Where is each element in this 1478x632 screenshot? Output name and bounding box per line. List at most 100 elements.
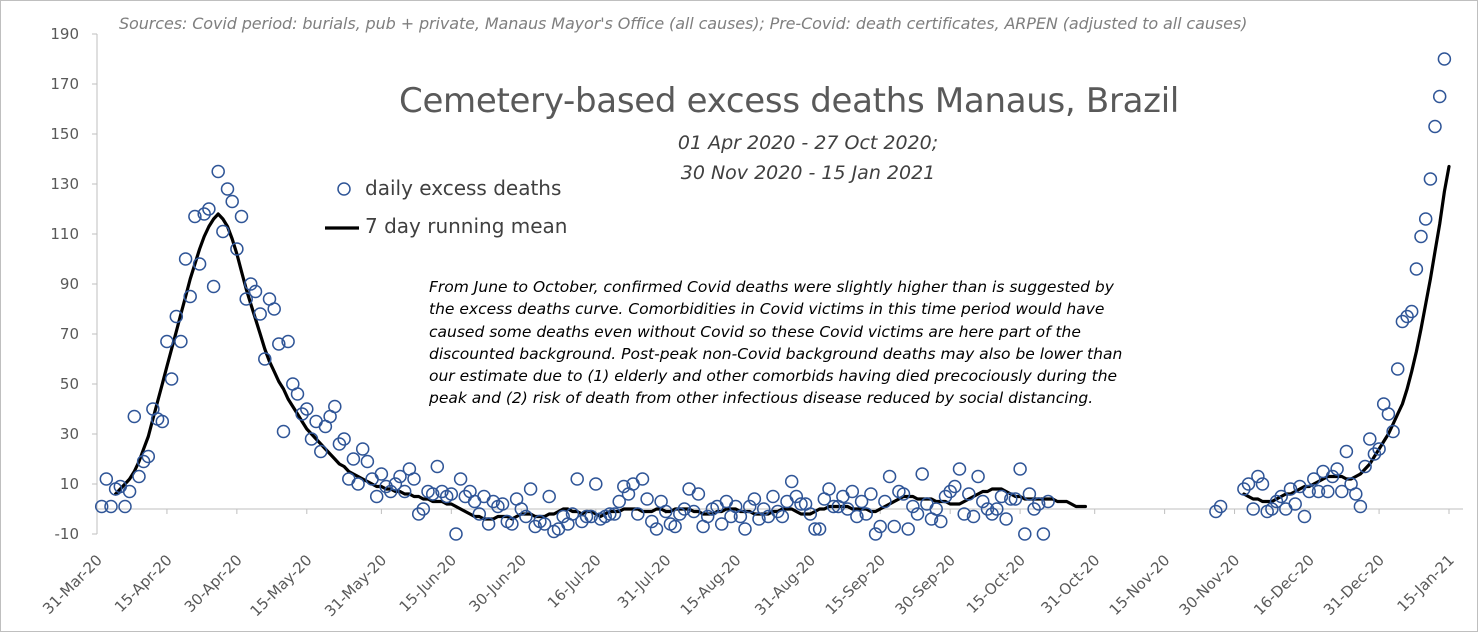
data-point bbox=[714, 517, 729, 531]
data-point bbox=[784, 474, 799, 489]
data-point bbox=[938, 489, 953, 504]
data-point bbox=[1349, 487, 1363, 501]
data-point bbox=[519, 509, 533, 524]
data-point bbox=[1400, 309, 1414, 324]
data-point bbox=[589, 477, 603, 491]
data-point bbox=[873, 519, 887, 534]
data-point bbox=[896, 487, 911, 501]
data-point bbox=[840, 502, 855, 516]
data-point bbox=[1353, 499, 1368, 514]
data-point bbox=[127, 409, 142, 424]
data-point bbox=[803, 507, 818, 521]
data-point bbox=[220, 182, 235, 196]
data-point bbox=[1036, 527, 1051, 541]
data-point bbox=[388, 477, 403, 491]
data-point bbox=[332, 437, 347, 451]
y-tick-label: 10 bbox=[60, 475, 79, 493]
source-note: Sources: Covid period: burials, pub + pr… bbox=[119, 14, 1248, 33]
y-tick-label: 90 bbox=[60, 275, 79, 293]
data-point bbox=[635, 472, 650, 486]
data-point bbox=[122, 484, 137, 499]
x-tick-label: 15-Sep-20 bbox=[822, 551, 889, 618]
data-point bbox=[304, 432, 319, 446]
data-point bbox=[183, 289, 197, 304]
data-point bbox=[645, 514, 659, 529]
data-point bbox=[775, 509, 790, 524]
data-point bbox=[1027, 502, 1041, 516]
data-point bbox=[1307, 472, 1321, 486]
data-point bbox=[1367, 447, 1382, 461]
data-point bbox=[766, 489, 780, 504]
x-axis: 31-Mar-20 15-Apr-20 30-Apr-20 15-May-20 31-M… bbox=[39, 508, 1463, 620]
legend-label-daily-excess-deaths: daily excess deaths bbox=[365, 176, 562, 200]
data-point bbox=[1246, 502, 1260, 516]
data-point bbox=[854, 494, 869, 509]
data-point bbox=[444, 487, 459, 501]
data-point bbox=[449, 527, 463, 541]
data-point bbox=[374, 467, 389, 481]
y-tick-label: 190 bbox=[50, 25, 79, 43]
data-point bbox=[668, 519, 682, 534]
data-point bbox=[542, 489, 556, 504]
data-point bbox=[281, 334, 295, 349]
scatter-points bbox=[94, 52, 1452, 541]
data-point bbox=[1251, 469, 1265, 484]
data-point bbox=[1283, 482, 1298, 496]
data-point bbox=[430, 459, 445, 474]
data-point bbox=[962, 487, 976, 501]
data-point bbox=[369, 489, 384, 504]
data-point bbox=[1209, 504, 1223, 519]
annotation-line: From June to October, confirmed Covid de… bbox=[429, 278, 1114, 296]
x-tick-label: 30-Sep-20 bbox=[892, 551, 959, 618]
legend-markers bbox=[325, 182, 359, 230]
data-point bbox=[971, 469, 985, 484]
data-point bbox=[1031, 497, 1046, 511]
data-point bbox=[309, 414, 323, 429]
x-tick-label: 31-Aug-20 bbox=[751, 551, 819, 619]
data-point bbox=[537, 517, 552, 531]
data-point bbox=[486, 494, 501, 509]
data-point bbox=[864, 487, 878, 501]
data-point bbox=[1241, 477, 1256, 491]
x-tick-label: 15-Jun-20 bbox=[396, 551, 461, 616]
chart-subtitle-line: 01 Apr 2020 - 27 Oct 2020; bbox=[677, 132, 939, 154]
data-point bbox=[1372, 442, 1386, 456]
data-point bbox=[314, 444, 328, 459]
data-point bbox=[425, 487, 440, 501]
data-point bbox=[328, 399, 342, 414]
data-point bbox=[192, 257, 207, 271]
data-point bbox=[1325, 469, 1340, 484]
data-point bbox=[985, 507, 999, 521]
data-point bbox=[579, 509, 594, 524]
data-point bbox=[980, 502, 995, 516]
legend-marker-circle bbox=[337, 182, 351, 196]
data-point bbox=[565, 507, 580, 521]
data-point bbox=[248, 284, 263, 299]
data-point bbox=[556, 509, 570, 524]
data-point bbox=[673, 507, 687, 521]
data-point bbox=[202, 202, 216, 216]
y-axis: -10 10 30 50 70 90 110 130 150 170 190 bbox=[50, 25, 98, 543]
data-point bbox=[990, 502, 1004, 516]
data-point bbox=[1335, 484, 1349, 499]
x-tick-label: 15-Jan-21 bbox=[1394, 551, 1458, 615]
data-point bbox=[1404, 304, 1419, 319]
data-point bbox=[136, 454, 151, 469]
data-point bbox=[346, 452, 361, 466]
data-point bbox=[687, 504, 701, 519]
data-point bbox=[225, 194, 239, 209]
data-point bbox=[379, 479, 393, 494]
x-tick-label: 16-Jul-20 bbox=[544, 551, 605, 612]
data-point bbox=[1386, 424, 1400, 439]
data-point bbox=[915, 467, 929, 481]
data-point bbox=[1269, 494, 1284, 509]
data-point bbox=[178, 252, 193, 266]
data-point bbox=[1381, 407, 1396, 421]
data-point bbox=[677, 502, 692, 516]
annotation-text: From June to October, confirmed Covid de… bbox=[429, 276, 1169, 410]
annotation-line: our estimate due to (1) elderly and othe… bbox=[429, 367, 1118, 386]
legend-label-running-mean: 7 day running mean bbox=[365, 214, 568, 238]
data-point bbox=[1311, 484, 1326, 499]
data-point bbox=[1041, 494, 1055, 509]
